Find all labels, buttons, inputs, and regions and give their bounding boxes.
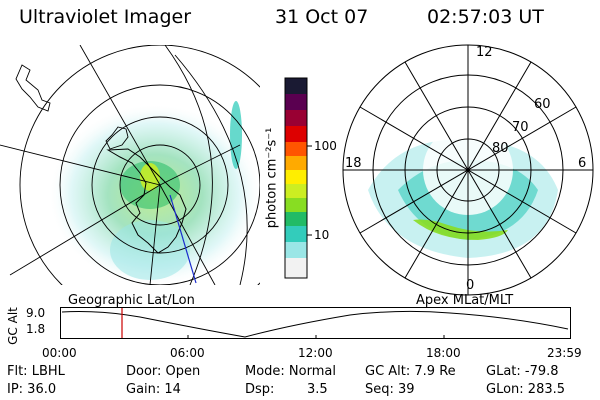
gc-altitude-readout: GC Alt: 7.9 Re bbox=[365, 364, 456, 379]
colorbar-tick-10: 10 bbox=[314, 228, 330, 242]
mlt-label-0: 0 bbox=[466, 278, 475, 293]
mode-readout: Mode: Normal bbox=[245, 364, 336, 379]
lat-circle bbox=[91, 116, 229, 254]
ip-readout: IP: 36.0 bbox=[7, 382, 57, 397]
mlat-label-60: 60 bbox=[534, 97, 551, 112]
mlt-label-18: 18 bbox=[345, 156, 362, 171]
ground-track bbox=[169, 194, 197, 284]
dsp-label: Dsp: bbox=[245, 382, 275, 397]
mlat-label-70: 70 bbox=[512, 120, 529, 135]
colorbar-tick-100: 100 bbox=[314, 139, 337, 153]
altitude-xtick-0: 00:00 bbox=[42, 346, 77, 360]
geographic-map bbox=[0, 45, 260, 285]
altitude-xtick-1: 06:00 bbox=[170, 346, 205, 360]
lat-circle bbox=[59, 84, 260, 285]
lon-line bbox=[159, 144, 241, 186]
mlt-label-6: 6 bbox=[578, 156, 587, 171]
magnetic-projection-label: Apex MLat/MLT bbox=[416, 293, 514, 308]
dsp-value: 3.5 bbox=[307, 382, 328, 397]
coastline-peninsula bbox=[105, 126, 129, 150]
colorbar bbox=[284, 77, 312, 279]
aurora-arc-right bbox=[230, 101, 242, 169]
altitude-orbit-curve bbox=[61, 310, 569, 338]
mlt-label-12: 12 bbox=[476, 45, 493, 60]
door-readout: Door: Open bbox=[126, 364, 201, 379]
aurora-patch-lower bbox=[110, 220, 190, 280]
altitude-plot bbox=[60, 307, 571, 339]
instrument-title: Ultraviolet Imager bbox=[19, 6, 192, 28]
lon-line bbox=[159, 184, 216, 285]
lon-line bbox=[0, 144, 161, 186]
altitude-ytick-max: 9.0 bbox=[26, 306, 46, 320]
lon-line bbox=[79, 45, 161, 186]
coastline-south-america bbox=[15, 64, 51, 112]
altitude-ytick-min: 1.8 bbox=[26, 322, 46, 336]
lon-line bbox=[149, 184, 161, 285]
date-label: 31 Oct 07 bbox=[275, 6, 369, 28]
filter-readout: Flt: LBHL bbox=[7, 364, 65, 379]
glon-readout: GLon: 283.5 bbox=[486, 382, 566, 397]
earth-limb bbox=[164, 45, 213, 285]
altitude-xtick-4: 23:59 bbox=[547, 346, 582, 360]
lat-circle bbox=[19, 45, 260, 285]
sequence-readout: Seq: 39 bbox=[365, 382, 415, 397]
earth-limb bbox=[174, 54, 248, 285]
geographic-projection-label: Geographic Lat/Lon bbox=[68, 293, 195, 308]
mlt-line-diag bbox=[359, 106, 577, 234]
altitude-xtick-3: 18:00 bbox=[426, 346, 461, 360]
altitude-ylabel: GC Alt bbox=[6, 307, 20, 345]
glat-readout: GLat: -79.8 bbox=[486, 364, 559, 379]
mlat-label-80: 80 bbox=[492, 141, 509, 156]
colorbar-unit-label: photon cm⁻²s⁻¹ bbox=[264, 127, 280, 229]
magnetic-polar-map bbox=[342, 44, 594, 296]
lon-line bbox=[9, 184, 161, 276]
coastline-antarctica bbox=[106, 148, 187, 254]
gain-readout: Gain: 14 bbox=[126, 382, 181, 397]
lat-circle bbox=[119, 144, 201, 226]
time-label: 02:57:03 UT bbox=[427, 6, 544, 28]
altitude-plot-frame bbox=[60, 307, 571, 339]
altitude-xtick-2: 12:00 bbox=[298, 346, 333, 360]
